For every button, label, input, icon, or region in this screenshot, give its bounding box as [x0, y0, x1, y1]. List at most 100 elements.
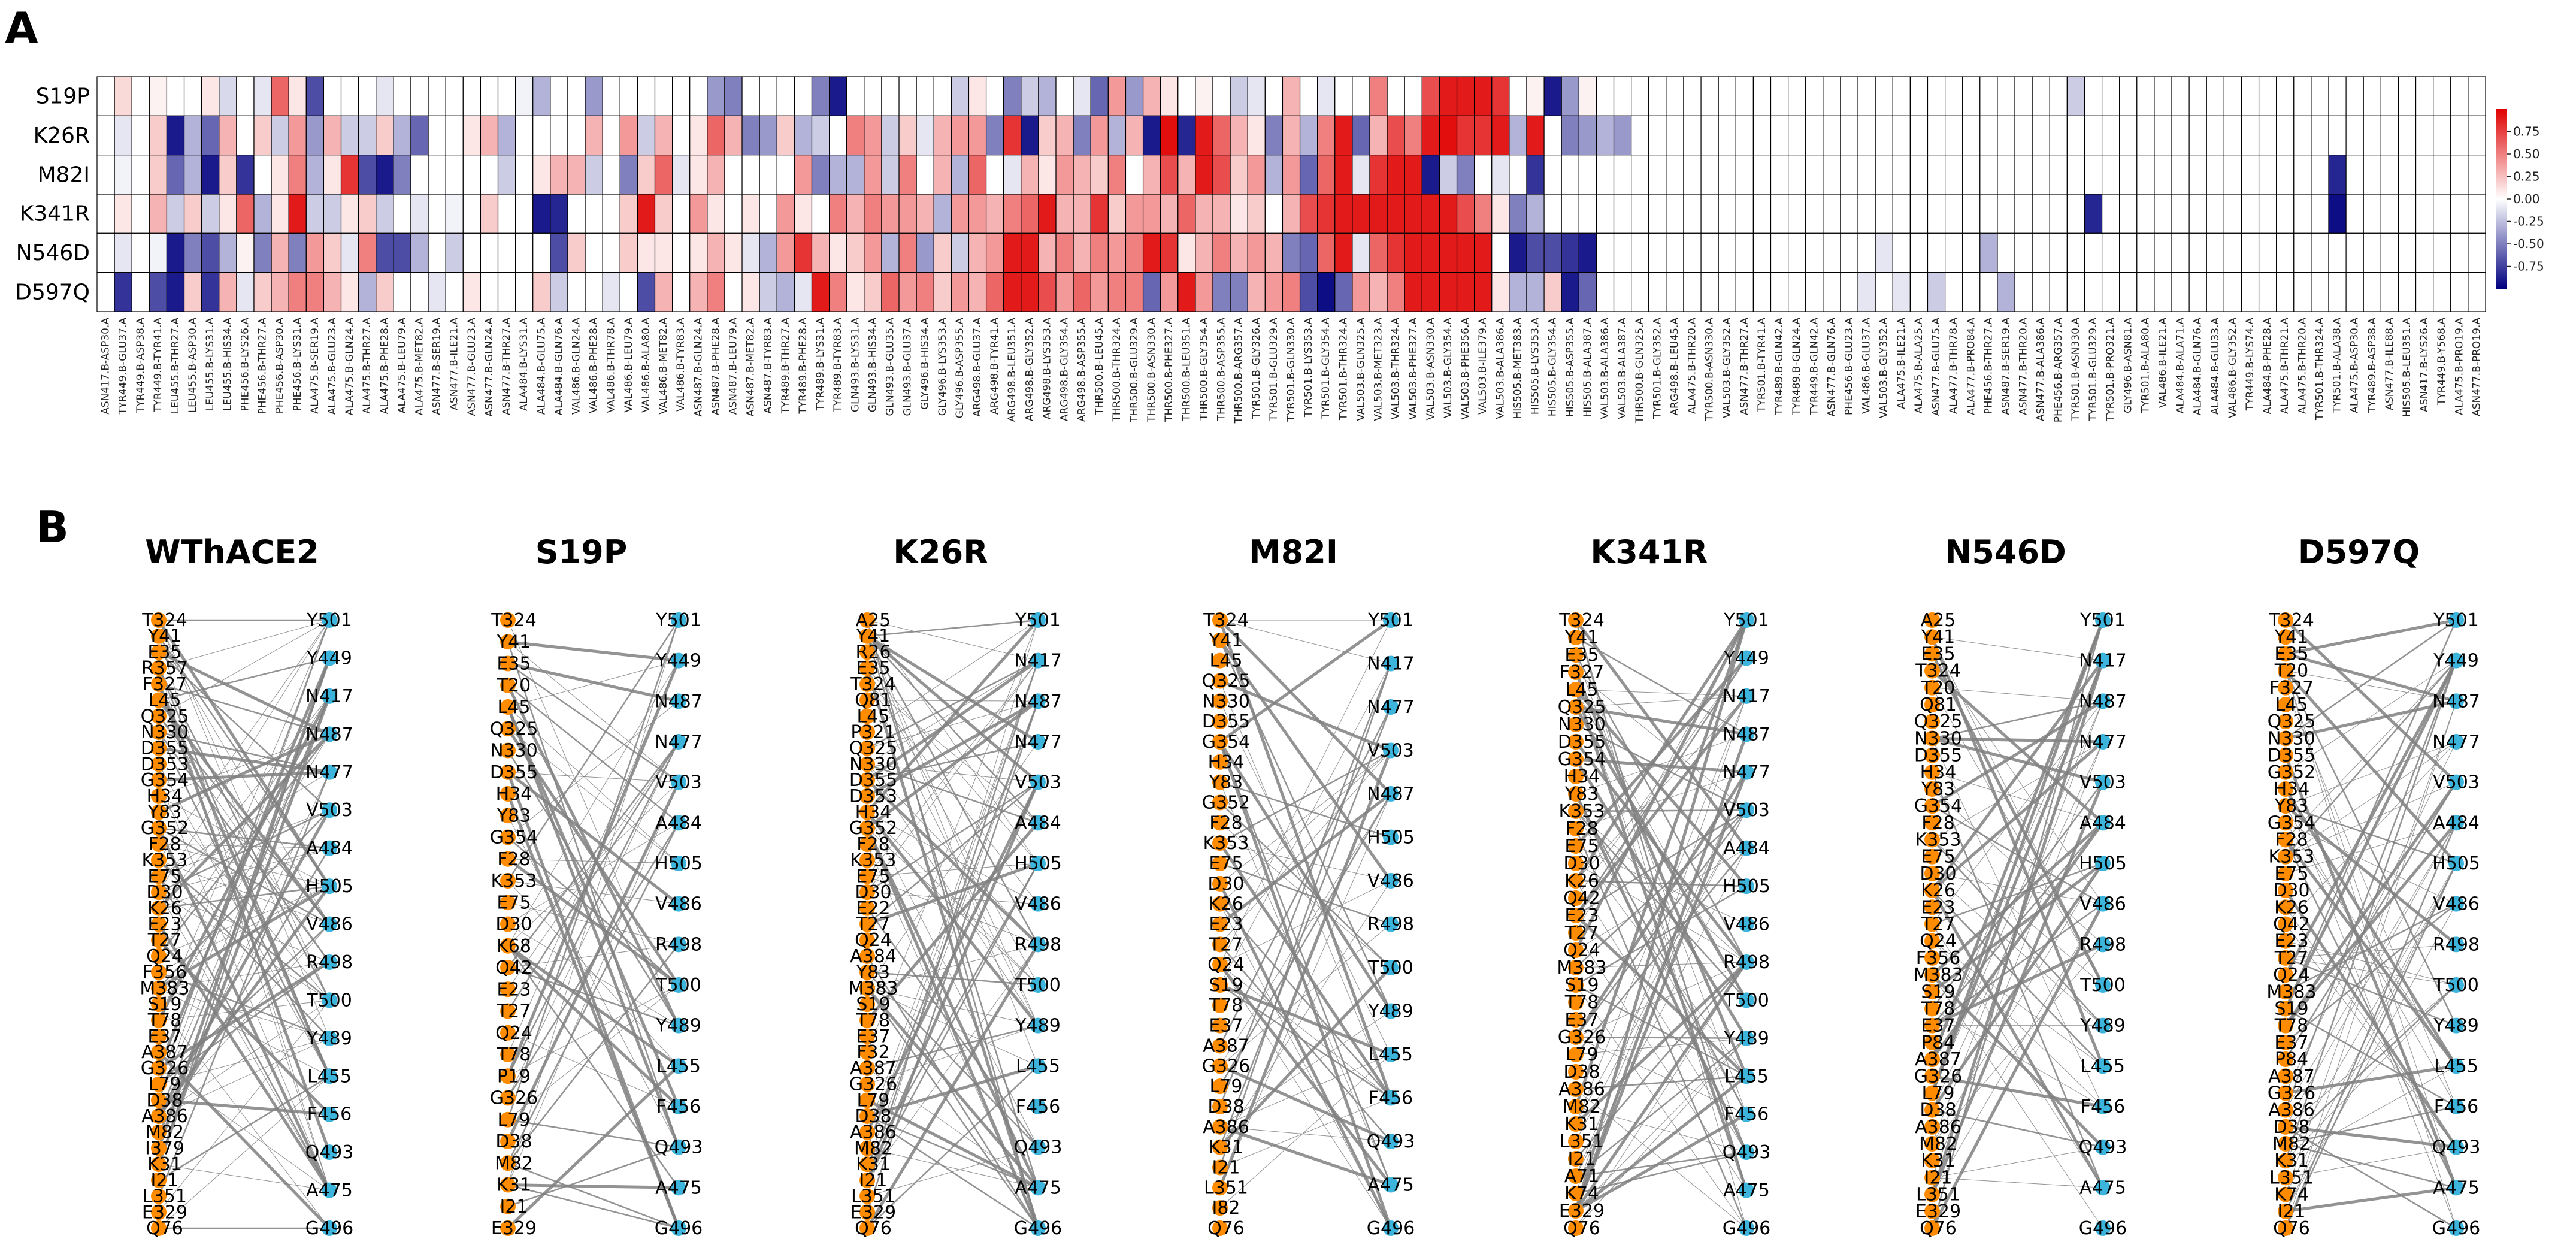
heatmap-cell [2241, 194, 2260, 234]
ace2-node-label: G354 [1914, 796, 1963, 817]
ace2-node [151, 1044, 167, 1060]
heatmap-cell [846, 194, 865, 234]
network-edge [2285, 1065, 2457, 1161]
heatmap-cell [1474, 194, 1493, 234]
ace2-node-label: D38 [1207, 1096, 1244, 1117]
heatmap-cell [1142, 115, 1161, 156]
ace2-node-label: E329 [142, 1202, 187, 1223]
heatmap-cell [2223, 76, 2242, 116]
heatmap-cell [1038, 76, 1057, 116]
rbd-node [1030, 612, 1046, 628]
heatmap-cell [2032, 232, 2050, 273]
ace2-node [500, 1155, 516, 1171]
heatmap-column-label: ASN487.B-PHE28.A [710, 318, 722, 416]
ace2-node [151, 660, 167, 676]
ace2-node [1212, 612, 1228, 628]
ace2-node [1212, 977, 1228, 993]
colorbar-tick-label: 0.25 [2513, 170, 2540, 184]
heatmap-cell [340, 115, 359, 156]
ace2-node-label: Y41 [856, 626, 891, 647]
heatmap-cell [1805, 76, 1824, 116]
heatmap-column-label: ARG498.B-LEU45.A [1669, 318, 1681, 416]
heatmap-cell [236, 232, 255, 273]
heatmap-cell [776, 76, 795, 116]
network-edge [507, 770, 680, 905]
heatmap-cell [2154, 115, 2172, 156]
ace2-node [1924, 696, 1940, 712]
heatmap-cell [2363, 155, 2381, 195]
heatmap-cell [2101, 76, 2120, 116]
rbd-node-label: V503 [655, 772, 702, 793]
heatmap-cell [672, 155, 691, 195]
network-title: K341R [1590, 533, 1708, 571]
heatmap-cell [2136, 155, 2155, 195]
network-edge [1932, 1074, 2103, 1108]
heatmap-cell [1892, 115, 1911, 156]
ace2-node-label: T20 [497, 675, 531, 696]
heatmap-cell [183, 194, 202, 234]
heatmap-column-label: ASN477.B-ALA386.A [2035, 318, 2047, 421]
ace2-node-label: A25 [856, 610, 891, 631]
heatmap-cell [2363, 194, 2381, 234]
network-edge [2285, 670, 2457, 702]
ace2-node-label: T78 [147, 1010, 182, 1031]
heatmap-cell [2136, 76, 2155, 116]
heatmap-cell [340, 76, 359, 116]
network-edge [507, 1119, 679, 1148]
heatmap-column-label: ASN477.B-GLU23.A [466, 318, 478, 416]
rbd-node [671, 612, 686, 628]
heatmap-cell [1334, 155, 1353, 195]
ace2-node [1924, 730, 1940, 747]
network-edge [2285, 1186, 2457, 1213]
ace2-node-label: K26 [1921, 880, 1956, 901]
ace2-node [2278, 1034, 2293, 1050]
heatmap-cell [219, 115, 237, 156]
heatmap-cell [1875, 194, 1893, 234]
heatmap-cell [2188, 232, 2207, 273]
network-edge [1930, 889, 2105, 1189]
heatmap-cell [2084, 155, 2103, 195]
rbd-node-label: N477 [655, 732, 703, 753]
network-wthace2: WThACE2T324Y41E35R357F327L45Q325N330D355… [140, 533, 353, 1239]
rbd-node-label: N487 [655, 691, 703, 712]
heatmap-cell [2014, 272, 2033, 312]
ace2-node-label: G326 [1558, 1027, 1606, 1048]
rbd-node [2095, 1017, 2111, 1034]
heatmap-cell [497, 232, 516, 273]
network-edge [1932, 904, 2103, 1195]
heatmap-cell [689, 194, 708, 234]
network-edge [2284, 889, 2458, 1149]
heatmap-column-label: TYR489.B-GLN24.A [1791, 318, 1803, 416]
heatmap-cell [1404, 115, 1422, 156]
heatmap-cell [1404, 272, 1422, 312]
ace2-node [151, 980, 167, 996]
heatmap-cell [1073, 272, 1091, 312]
ace2-node-label: R357 [141, 658, 188, 679]
heatmap-cell [1090, 272, 1109, 312]
ace2-node-label: A387 [850, 1058, 897, 1079]
heatmap-cell [1857, 272, 1876, 312]
network-edge [1932, 636, 2103, 661]
ace2-node [1212, 652, 1228, 669]
heatmap-cell [1038, 155, 1057, 195]
ace2-node-label: L45 [1210, 651, 1243, 672]
heatmap-cell [1875, 232, 1893, 273]
network-edge [1219, 706, 1392, 1047]
rbd-node-label: T500 [1367, 957, 1413, 978]
network-edge [867, 987, 1039, 1026]
heatmap-cell [619, 155, 638, 195]
heatmap-column-label: THR500.B-PHE327.A [1163, 318, 1175, 422]
heatmap-cell [985, 194, 1004, 234]
ace2-node [859, 1140, 875, 1156]
heatmap-cell [1509, 194, 1527, 234]
heatmap-cell [724, 115, 743, 156]
heatmap-cell [2223, 115, 2242, 156]
heatmap-cell [602, 76, 620, 116]
rbd-node [671, 1058, 686, 1074]
ace2-node-label: M82 [2272, 1134, 2311, 1155]
ace2-node [859, 1220, 875, 1236]
ace2-node-label: F28 [497, 849, 530, 870]
heatmap-cell [1823, 232, 1841, 273]
ace2-node [1212, 794, 1228, 811]
ace2-node-label: D353 [849, 786, 897, 807]
